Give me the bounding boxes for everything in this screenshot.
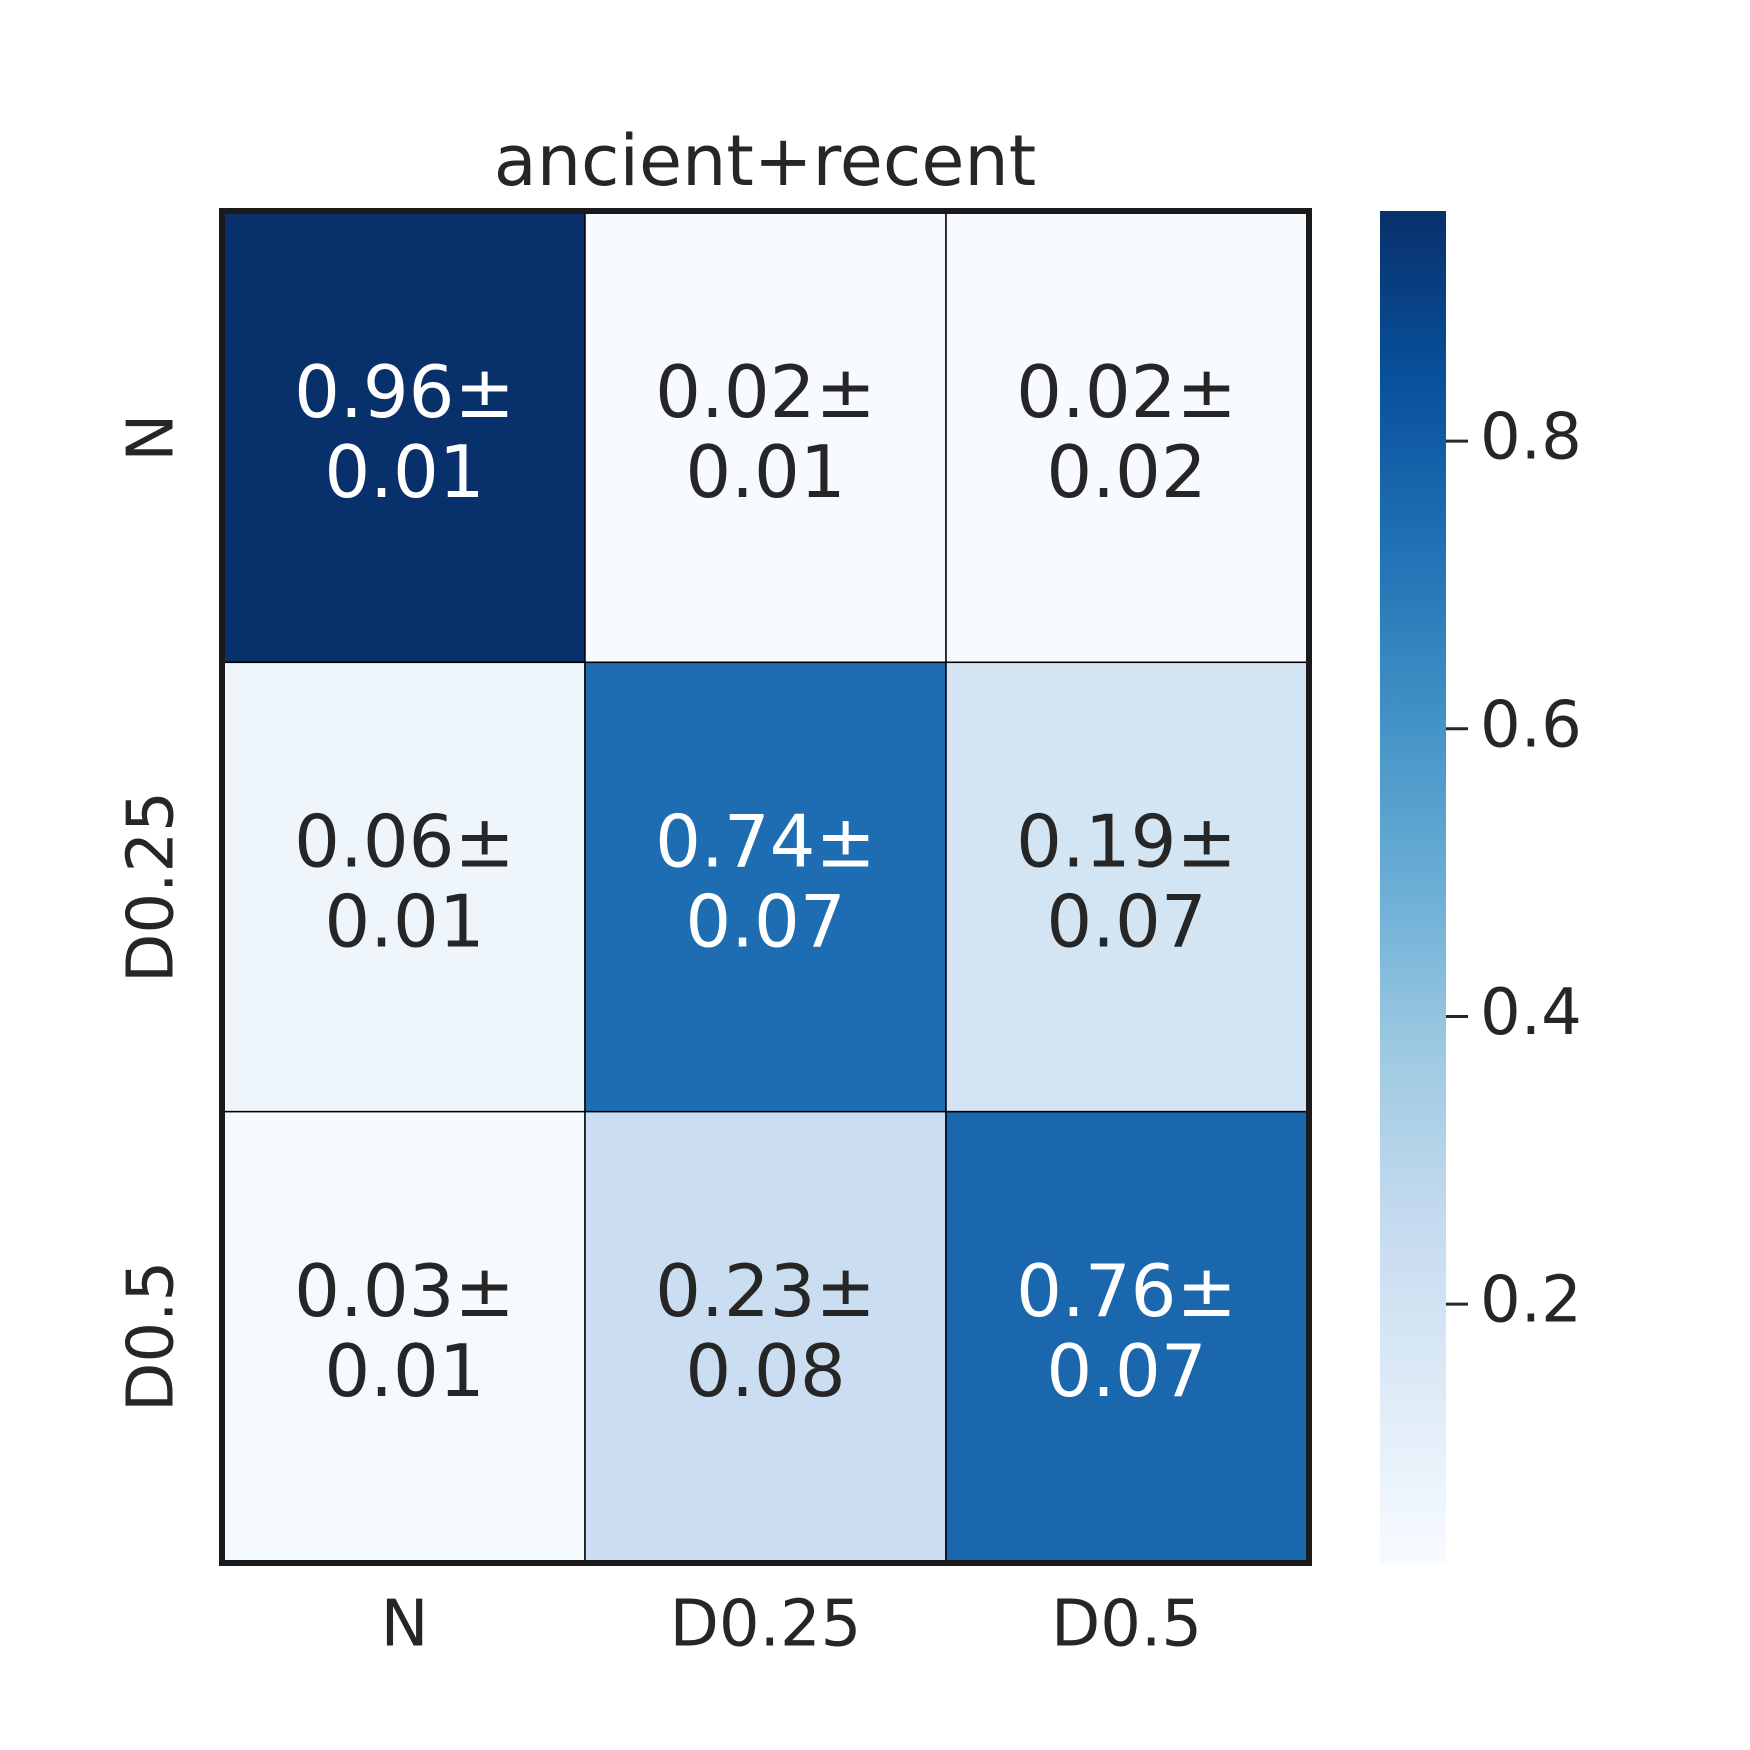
cell-label: 0.02±	[1016, 350, 1237, 434]
x-tick-label: D0.5	[1051, 1588, 1202, 1662]
cell-label: 0.96±	[294, 350, 515, 434]
cell-error-label: 0.07	[1046, 1329, 1206, 1413]
colorbar-tick-label: 0.6	[1480, 688, 1582, 762]
cell	[584, 1110, 947, 1562]
colorbar-tick-label: 0.4	[1480, 976, 1582, 1050]
cell-error-label: 0.02	[1046, 430, 1206, 514]
cell-label: 0.76±	[1016, 1249, 1237, 1333]
plot-frame	[219, 208, 1312, 1566]
cell-error-label: 0.01	[324, 1329, 484, 1413]
y-tick-label: N	[115, 414, 189, 462]
cell	[584, 212, 947, 664]
cell-label: 0.19±	[1016, 800, 1237, 884]
cell-error-label: 0.07	[1046, 880, 1206, 964]
colorbar-tick-label: 0.2	[1480, 1264, 1582, 1338]
cell-label: 0.03±	[294, 1249, 515, 1333]
cell-label: 0.06±	[294, 800, 515, 884]
y-tick-label: D0.5	[115, 1261, 189, 1412]
colorbar-tick-label: 0.8	[1480, 401, 1582, 475]
cell-label: 0.74±	[655, 800, 876, 884]
chart-title: ancient+recent	[494, 120, 1036, 202]
cell-error-label: 0.07	[685, 880, 845, 964]
y-tick-label: D0.25	[115, 791, 189, 983]
cell	[223, 212, 586, 664]
cell	[223, 661, 586, 1113]
x-tick-label: D0.25	[670, 1588, 862, 1662]
cell-label: 0.23±	[655, 1249, 876, 1333]
cell-error-label: 0.01	[324, 880, 484, 964]
colorbar	[1380, 211, 1446, 1563]
cell-error-label: 0.08	[685, 1329, 845, 1413]
cell	[584, 661, 947, 1113]
x-tick-label: N	[381, 1588, 429, 1662]
cell-error-label: 0.01	[324, 430, 484, 514]
cell	[223, 1110, 586, 1562]
cell-label: 0.02±	[655, 350, 876, 434]
cell-error-label: 0.01	[685, 430, 845, 514]
cell	[945, 661, 1308, 1113]
